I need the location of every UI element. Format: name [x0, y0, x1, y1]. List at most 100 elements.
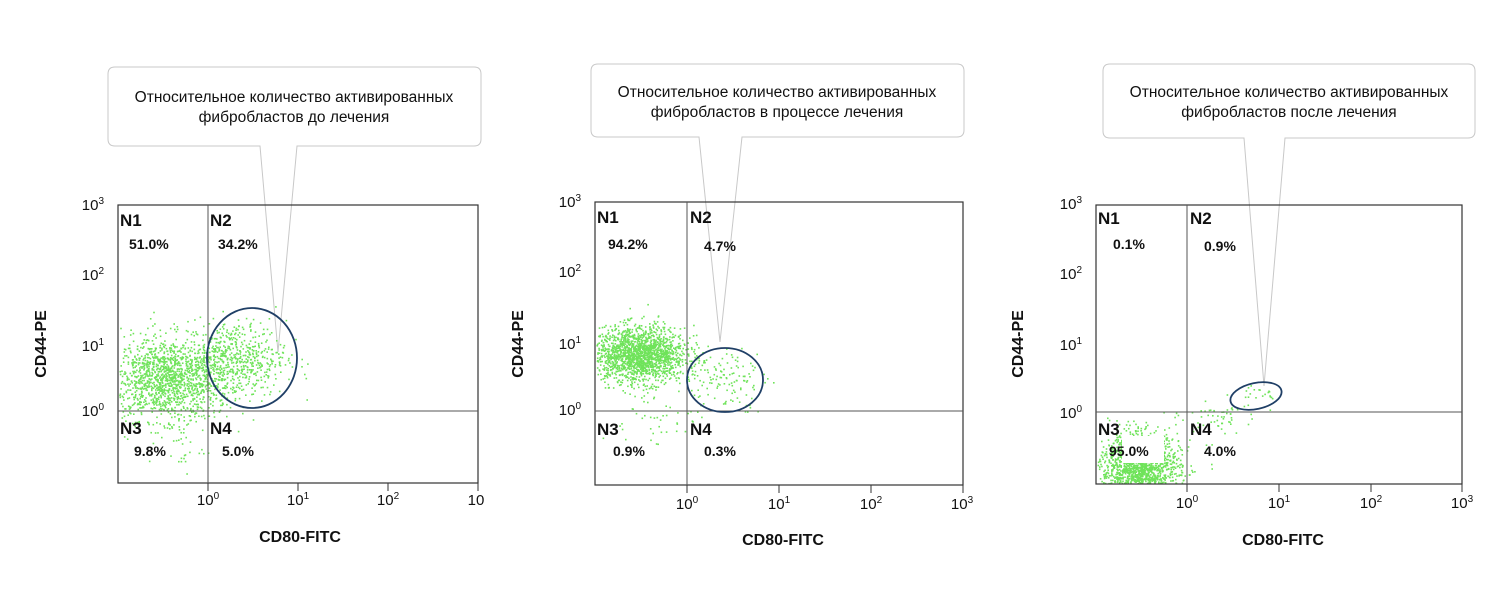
scatter-point — [659, 349, 662, 352]
quadrant-percent-n1: 94.2% — [608, 236, 648, 252]
scatter-point — [175, 330, 178, 333]
scatter-point — [187, 351, 190, 354]
scatter-point — [641, 350, 643, 353]
scatter-point — [145, 397, 147, 399]
scatter-point — [625, 438, 627, 441]
scatter-point — [663, 330, 666, 333]
scatter-point — [677, 377, 680, 379]
scatter-point — [221, 353, 224, 355]
quadrant-percent-n4: 5.0% — [222, 443, 254, 459]
scatter-point — [234, 373, 237, 376]
scatter-point — [229, 358, 231, 361]
scatter-point — [1121, 470, 1124, 472]
scatter-point — [237, 328, 239, 331]
scatter-point — [617, 345, 619, 348]
scatter-point — [604, 387, 607, 389]
scatter-point — [230, 337, 233, 339]
scatter-point — [1117, 456, 1120, 459]
quadrant-label-n2: N2 — [210, 211, 232, 230]
scatter-point — [193, 389, 196, 391]
scatter-point — [187, 361, 189, 363]
scatter-point — [650, 365, 652, 367]
scatter-point — [199, 382, 202, 385]
scatter-point — [226, 366, 229, 368]
scatter-point — [167, 402, 170, 404]
scatter-point — [1159, 469, 1161, 471]
scatter-point — [615, 336, 617, 339]
scatter-point — [269, 364, 272, 366]
scatter-point — [1138, 472, 1140, 475]
scatter-point — [1118, 443, 1120, 446]
scatter-point — [638, 345, 640, 348]
scatter-point — [234, 332, 237, 335]
scatter-point — [614, 372, 616, 375]
scatter-point — [162, 404, 164, 407]
scatter-point — [747, 411, 749, 413]
scatter-point — [664, 348, 666, 350]
scatter-point — [154, 333, 156, 336]
scatter-point — [638, 338, 641, 340]
scatter-point — [666, 370, 668, 372]
scatter-point — [643, 363, 645, 366]
scatter-point — [613, 339, 616, 341]
scatter-point — [205, 388, 208, 390]
scatter-point — [625, 333, 627, 336]
scatter-point — [146, 386, 149, 389]
scatter-point — [188, 383, 190, 385]
scatter-point — [598, 370, 601, 372]
scatter-point — [281, 356, 284, 359]
scatter-point — [148, 378, 151, 380]
scatter-point — [295, 338, 297, 341]
scatter-point — [246, 369, 249, 371]
scatter-point — [228, 370, 231, 372]
scatter-point — [1166, 469, 1168, 471]
scatter-point — [231, 375, 234, 378]
scatter-point — [615, 354, 618, 357]
scatter-point — [132, 422, 134, 425]
scatter-point — [644, 385, 647, 388]
scatter-point — [656, 360, 658, 362]
scatter-point — [675, 351, 677, 354]
scatter-point — [186, 379, 189, 382]
scatter-point — [653, 331, 656, 333]
scatter-point — [1142, 469, 1145, 472]
scatter-point — [624, 349, 627, 351]
scatter-point — [260, 352, 263, 354]
scatter-point — [738, 375, 741, 377]
scatter-point — [182, 396, 185, 399]
scatter-points — [1097, 385, 1274, 485]
scatter-point — [142, 377, 144, 379]
scatter-point — [661, 348, 663, 351]
scatter-point — [167, 395, 169, 397]
scatter-point — [195, 361, 197, 363]
scatter-point — [672, 350, 674, 353]
scatter-point — [654, 349, 656, 352]
scatter-point — [665, 352, 668, 354]
scatter-point — [653, 385, 656, 388]
scatter-point — [183, 375, 186, 377]
scatter-point — [1162, 477, 1164, 479]
scatter-point — [169, 351, 172, 354]
scatter-point — [621, 342, 624, 345]
scatter-point — [603, 368, 606, 370]
scatter-point — [1132, 467, 1135, 469]
scatter-point — [657, 338, 660, 340]
scatter-point — [168, 382, 170, 385]
scatter-point — [1145, 466, 1148, 469]
scatter-point — [650, 347, 653, 350]
scatter-point — [218, 411, 221, 413]
scatter-point — [208, 347, 210, 350]
scatter-point — [153, 381, 155, 384]
scatter-point — [639, 353, 641, 355]
scatter-point — [749, 407, 752, 409]
scatter-point — [219, 409, 222, 412]
scatter-point — [191, 359, 194, 361]
scatter-point — [150, 385, 153, 388]
scatter-point — [142, 374, 144, 377]
scatter-point — [238, 325, 240, 328]
scatter-point — [599, 336, 601, 338]
scatter-point — [140, 407, 142, 409]
scatter-point — [632, 354, 635, 357]
scatter-point — [178, 460, 180, 463]
scatter-point — [607, 329, 610, 332]
